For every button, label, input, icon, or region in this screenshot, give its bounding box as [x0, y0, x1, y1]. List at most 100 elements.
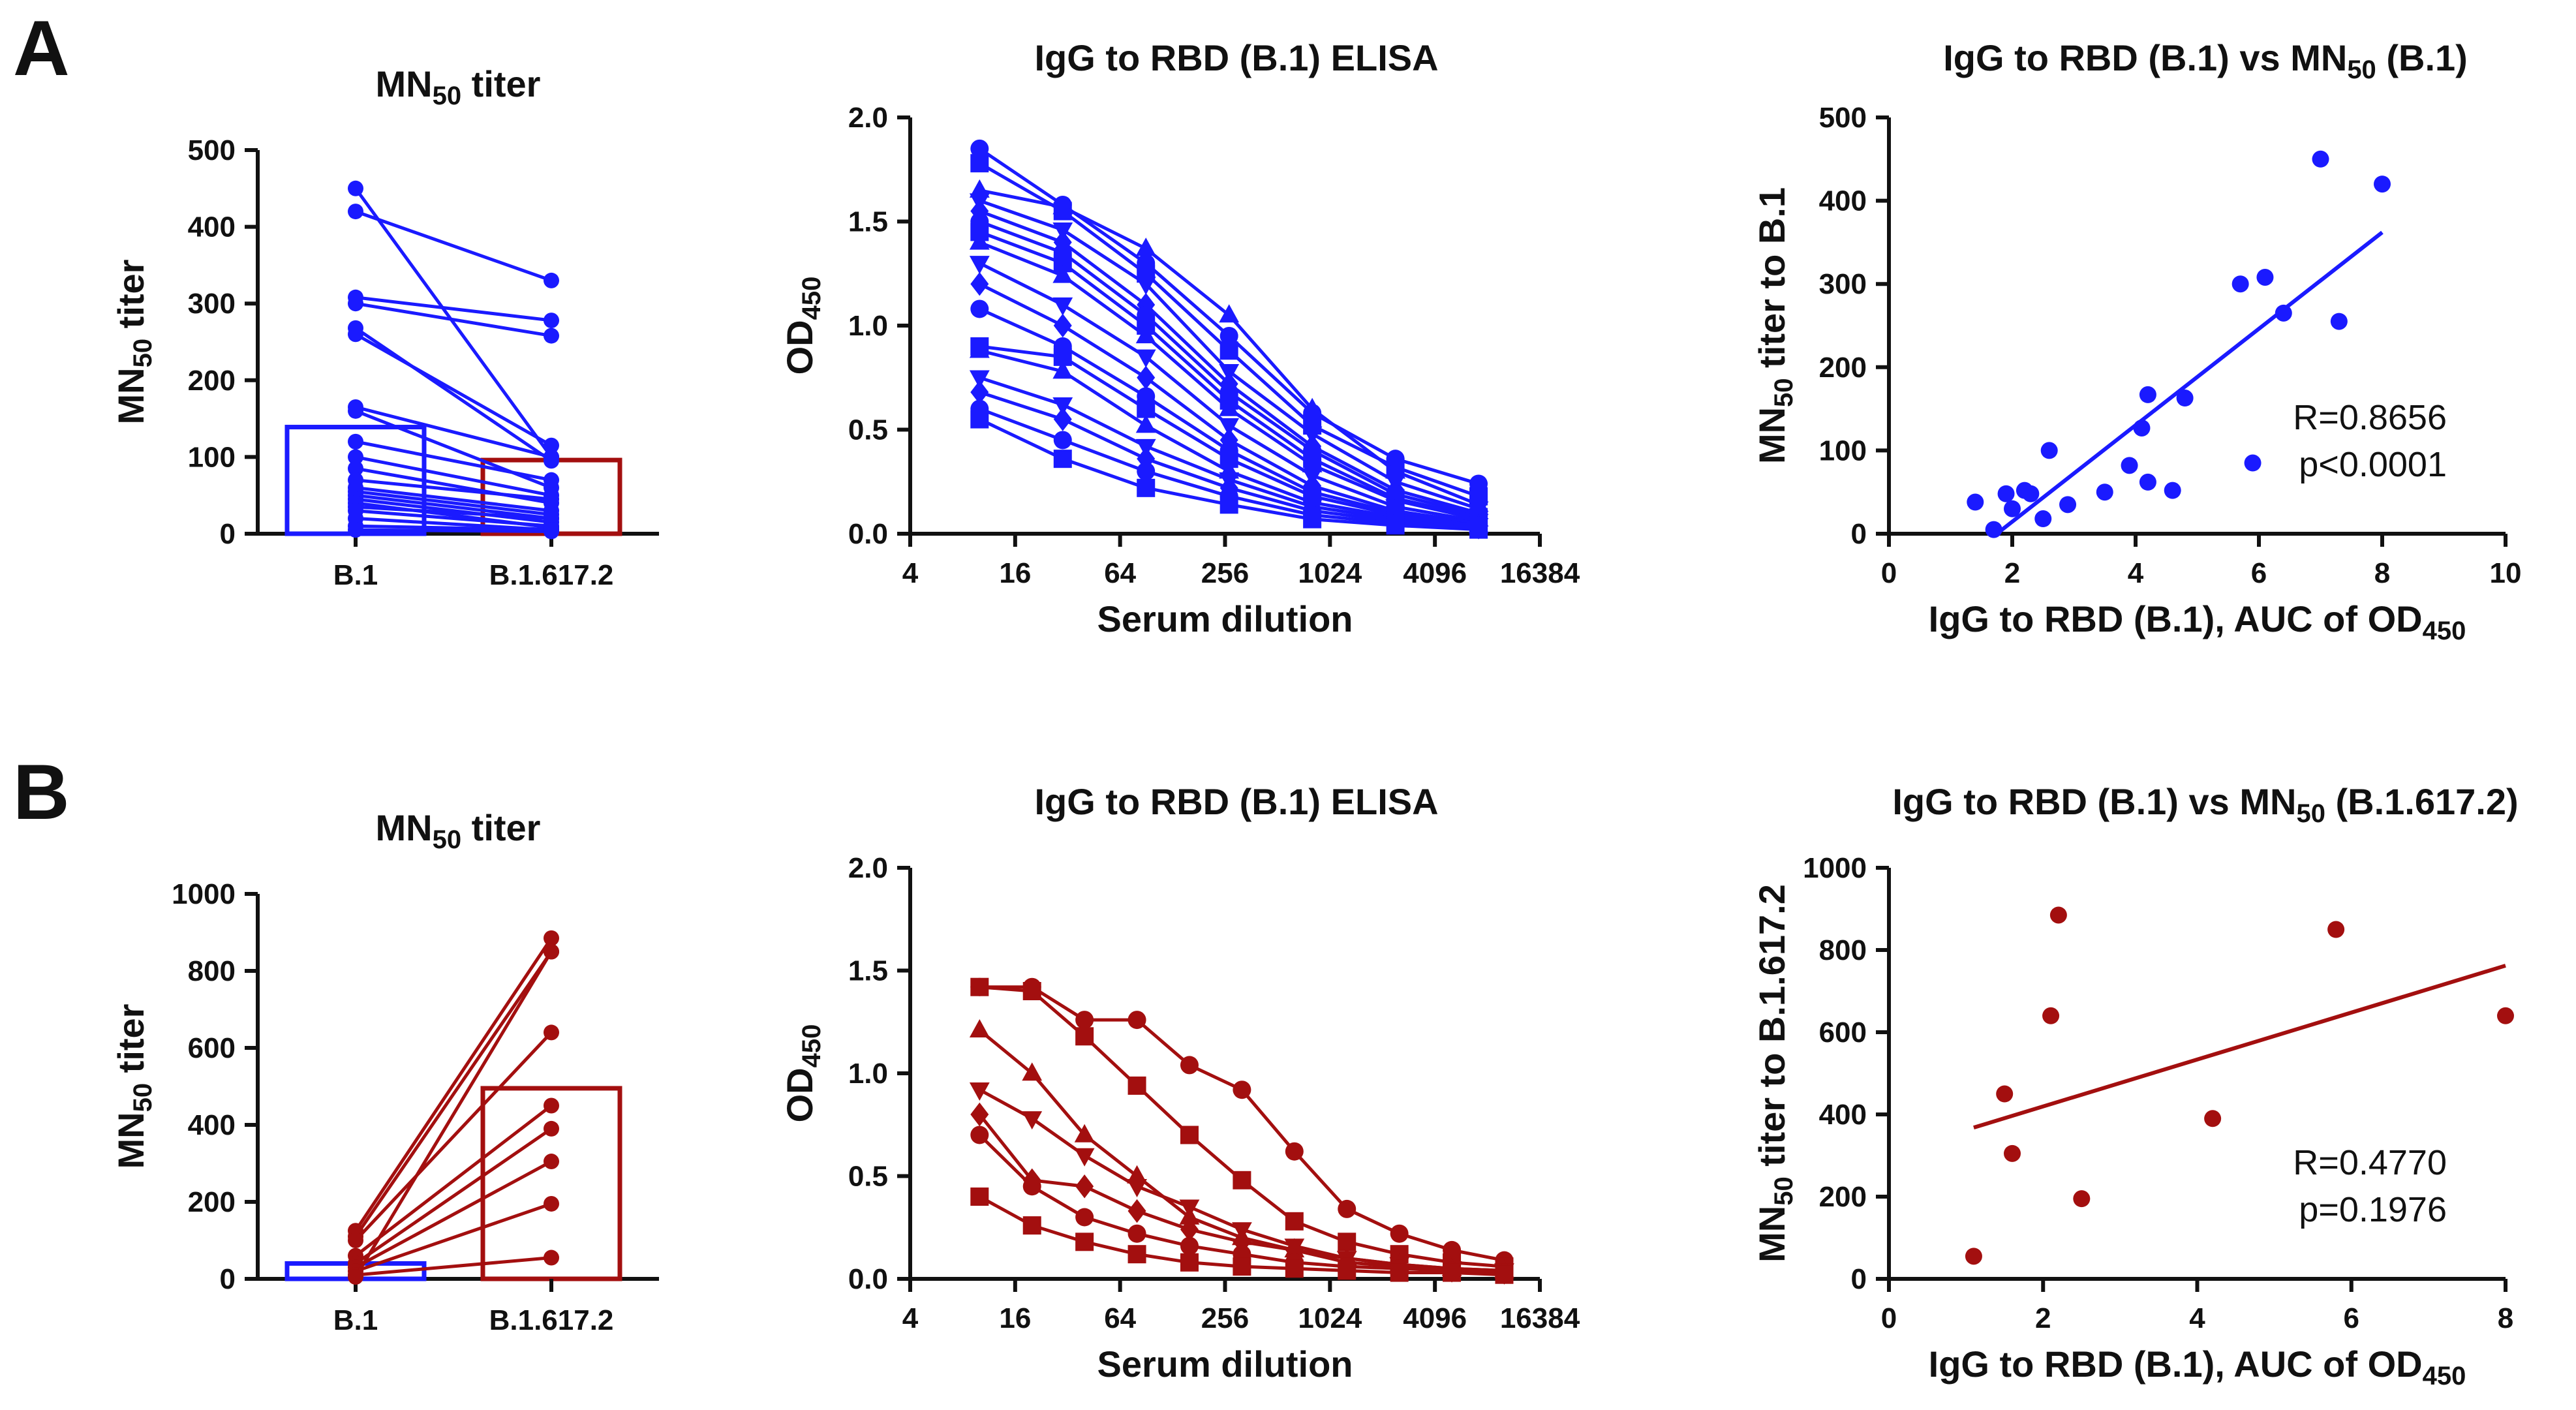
data-point-b3	[2204, 1110, 2222, 1127]
data-point-a3	[2059, 496, 2077, 513]
data-point-a1	[544, 272, 559, 288]
x-axis-label-a2: Serum dilution	[1097, 598, 1353, 639]
y-tick-label-b3: 0	[1851, 1263, 1867, 1295]
data-point-a1	[544, 328, 559, 344]
pair-line-a1	[355, 489, 552, 517]
x-tick-label-b1: B.1	[333, 1304, 378, 1336]
data-point-b2	[1127, 1245, 1146, 1264]
data-point-b2	[1127, 1165, 1147, 1184]
data-point-b2	[1074, 1124, 1095, 1142]
data-point-a2	[1052, 397, 1073, 416]
data-point-a1	[348, 522, 363, 538]
data-point-a3	[2231, 275, 2249, 293]
y-axis-label-a1: MN50 titer	[110, 260, 157, 425]
data-point-b2	[1338, 1261, 1357, 1280]
data-point-b2	[1390, 1224, 1409, 1243]
y-tick-label-b2: 2.0	[848, 852, 888, 884]
data-point-b3	[2004, 1144, 2021, 1162]
data-point-b2	[1180, 1056, 1199, 1075]
y-tick-label-b3: 600	[1819, 1017, 1867, 1049]
data-point-b2	[1074, 1148, 1095, 1167]
data-point-b1	[348, 1269, 363, 1285]
data-point-b2	[1390, 1263, 1409, 1282]
x-tick-label-b2: 4	[902, 1302, 919, 1334]
data-point-a2	[1219, 341, 1238, 360]
data-point-b2	[1075, 1027, 1094, 1046]
data-point-b2	[1285, 1142, 1304, 1161]
data-point-b2	[970, 1102, 989, 1127]
data-point-a1	[348, 180, 363, 196]
y-tick-label-a2: 1.5	[848, 206, 888, 238]
data-point-a3	[2374, 176, 2391, 193]
data-point-a2	[970, 139, 989, 158]
data-point-b2	[1179, 1199, 1200, 1218]
stat-p-a3: p<0.0001	[2299, 445, 2447, 484]
data-point-a3	[2244, 454, 2262, 472]
data-point-a3	[2133, 419, 2151, 437]
data-point-a1	[544, 523, 559, 540]
x-tick-label-b1: B.1.617.2	[489, 1304, 614, 1336]
x-tick-label-a1: B.1.617.2	[489, 559, 614, 591]
y-tick-label-a2: 1.0	[848, 310, 888, 342]
data-point-a2	[969, 370, 990, 389]
data-point-b1	[544, 943, 559, 960]
y-axis-label-a2: OD450	[779, 277, 826, 375]
data-point-a2	[1219, 304, 1240, 323]
data-point-a2	[969, 179, 990, 198]
x-axis-label-a3: IgG to RBD (B.1), AUC of OD450	[1929, 598, 2466, 645]
x-tick-label-a3: 0	[1881, 557, 1897, 589]
pair-line-b1	[355, 1202, 552, 1273]
pair-line-b1	[354, 1127, 553, 1265]
y-tick-label-b3: 800	[1819, 934, 1867, 966]
data-point-a2	[970, 272, 989, 296]
data-point-b2	[970, 1188, 989, 1206]
data-point-b1	[544, 1154, 559, 1170]
x-tick-label-b2: 16384	[1500, 1302, 1580, 1334]
x-tick-label-a3: 10	[2490, 557, 2522, 589]
data-point-a2	[970, 410, 989, 429]
data-point-a2	[1302, 453, 1323, 472]
series-line-b2	[979, 985, 1505, 1263]
data-point-a1	[544, 313, 559, 329]
data-point-b2	[1233, 1080, 1251, 1099]
data-point-a3	[2034, 510, 2052, 528]
pair-line-b1	[354, 1159, 553, 1269]
y-tick-label-b1: 400	[188, 1109, 236, 1141]
data-point-b1	[544, 1249, 559, 1266]
data-point-b2	[1022, 1216, 1041, 1235]
data-point-a2	[970, 380, 989, 405]
data-point-a2	[1053, 407, 1072, 431]
y-tick-label-a1: 100	[188, 441, 236, 473]
y-tick-label-a1: 300	[188, 288, 236, 320]
y-tick-label-b3: 400	[1819, 1099, 1867, 1131]
x-tick-label-b2: 256	[1201, 1302, 1249, 1334]
data-point-b2	[1022, 1177, 1041, 1196]
chart-title-b2: IgG to RBD (B.1) ELISA	[1034, 781, 1438, 822]
x-tick-label-a3: 6	[2251, 557, 2267, 589]
data-point-b2	[1443, 1263, 1462, 1282]
pair-line-a1	[355, 209, 552, 283]
data-point-a2	[1052, 360, 1073, 379]
data-point-a2	[1137, 462, 1156, 481]
data-point-b2	[1022, 1111, 1043, 1130]
pair-line-a1	[355, 493, 552, 520]
y-tick-label-a2: 2.0	[848, 102, 888, 134]
data-point-b2	[1127, 1224, 1146, 1243]
x-tick-label-a1: B.1	[333, 559, 378, 591]
y-tick-label-a1: 0	[220, 518, 236, 550]
data-point-a3	[2139, 473, 2156, 491]
pair-line-a1	[355, 296, 552, 322]
data-point-a2	[1385, 460, 1405, 479]
data-point-a2	[1053, 313, 1072, 338]
y-tick-label-b2: 1.0	[848, 1058, 888, 1090]
x-tick-label-a3: 2	[2004, 557, 2020, 589]
data-point-a2	[970, 154, 989, 173]
data-point-a1	[348, 296, 363, 312]
pair-line-a1	[354, 187, 553, 458]
x-tick-label-b2: 4096	[1403, 1302, 1467, 1334]
pair-line-b1	[354, 951, 553, 1278]
data-point-a3	[2256, 268, 2274, 286]
x-tick-label-a3: 8	[2374, 557, 2390, 589]
data-point-a3	[2312, 150, 2329, 168]
data-point-a2	[1052, 297, 1073, 316]
